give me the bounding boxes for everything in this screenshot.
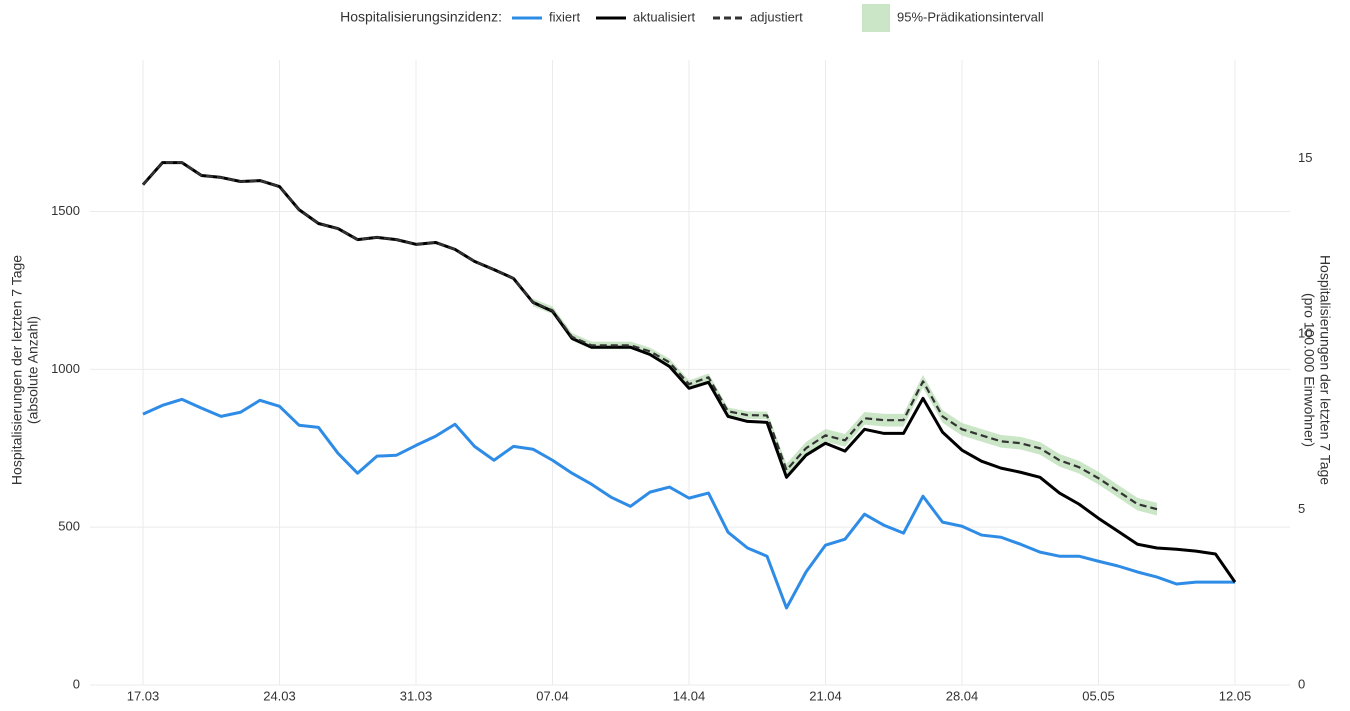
y-axis-title: Hospitalisierungen der letzten 7 Tage (ab… <box>9 255 41 485</box>
series-line <box>142 397 1235 610</box>
x-tick-label: 31.03 <box>400 688 433 703</box>
legend-label: aktualisiert <box>633 9 696 24</box>
x-tick-label: 05.05 <box>1082 688 1115 703</box>
y-axis-title-line: Hospitalisierungen der letzten 7 Tage <box>9 255 25 485</box>
x-tick-label: 07.04 <box>536 688 569 703</box>
y2-tick-label: 0 <box>1298 676 1305 691</box>
y-tick-label: 1500 <box>51 203 80 218</box>
x-tick-label: 14.04 <box>673 688 706 703</box>
y2-tick-label: 5 <box>1298 501 1305 516</box>
y2-axis-title-line: Hospitalisierungen der letzten 7 Tage <box>1317 255 1333 485</box>
y2-axis-title-line: (pro 100.000 Einwohner) <box>1301 293 1317 447</box>
legend-label: 95%-Prädikationsintervall <box>897 9 1044 24</box>
y2-axis-title: Hospitalisierungen der letzten 7 Tage(pr… <box>1301 255 1333 485</box>
x-tick-label: 17.03 <box>127 688 160 703</box>
x-tick-label: 28.04 <box>946 688 979 703</box>
legend-label: adjustiert <box>750 9 803 24</box>
prediction-band <box>533 298 1157 516</box>
y-tick-label: 1000 <box>51 361 80 376</box>
y-tick-label: 500 <box>58 519 80 534</box>
x-tick-label: 21.04 <box>809 688 842 703</box>
y-axis-title-line: (absolute Anzahl) <box>25 316 41 424</box>
y-tick-label: 0 <box>73 676 80 691</box>
series-line <box>142 161 1158 511</box>
x-tick-label: 24.03 <box>263 688 296 703</box>
legend-label: fixiert <box>549 9 580 24</box>
y2-tick-label: 10 <box>1298 325 1312 340</box>
legend-title: Hospitalisierungsinzidenz: <box>340 9 502 25</box>
x-tick-label: 12.05 <box>1219 688 1252 703</box>
y2-tick-label: 15 <box>1298 150 1312 165</box>
legend-swatch <box>862 4 890 32</box>
